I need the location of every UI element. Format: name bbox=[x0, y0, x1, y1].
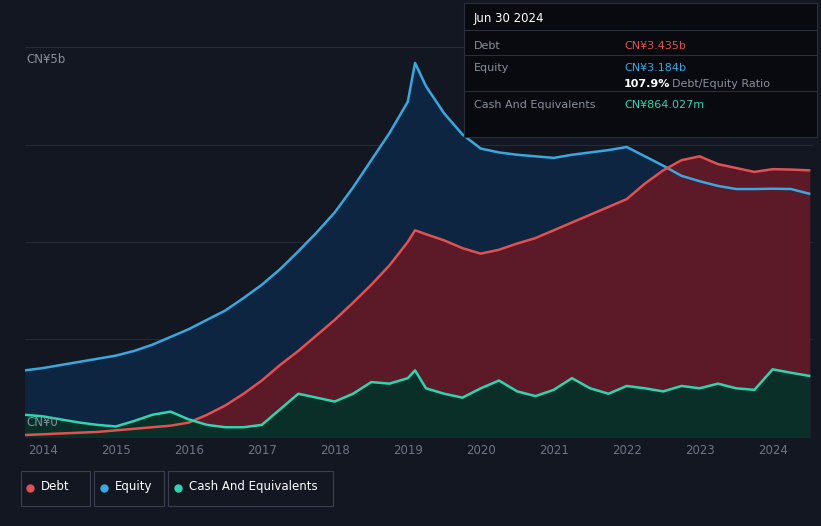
Text: CN¥3.184b: CN¥3.184b bbox=[624, 63, 686, 73]
Text: CN¥5b: CN¥5b bbox=[26, 53, 66, 66]
Text: Debt: Debt bbox=[474, 41, 501, 50]
Text: Debt/Equity Ratio: Debt/Equity Ratio bbox=[672, 79, 769, 89]
Text: Cash And Equivalents: Cash And Equivalents bbox=[189, 480, 318, 493]
Text: CN¥0: CN¥0 bbox=[26, 416, 58, 429]
Text: Jun 30 2024: Jun 30 2024 bbox=[474, 12, 544, 25]
Text: Debt: Debt bbox=[41, 480, 70, 493]
Text: Cash And Equivalents: Cash And Equivalents bbox=[474, 100, 595, 110]
Text: 107.9%: 107.9% bbox=[624, 79, 670, 89]
Text: Equity: Equity bbox=[115, 480, 153, 493]
Text: CN¥864.027m: CN¥864.027m bbox=[624, 100, 704, 110]
Text: CN¥3.435b: CN¥3.435b bbox=[624, 41, 686, 50]
Text: Equity: Equity bbox=[474, 63, 509, 73]
